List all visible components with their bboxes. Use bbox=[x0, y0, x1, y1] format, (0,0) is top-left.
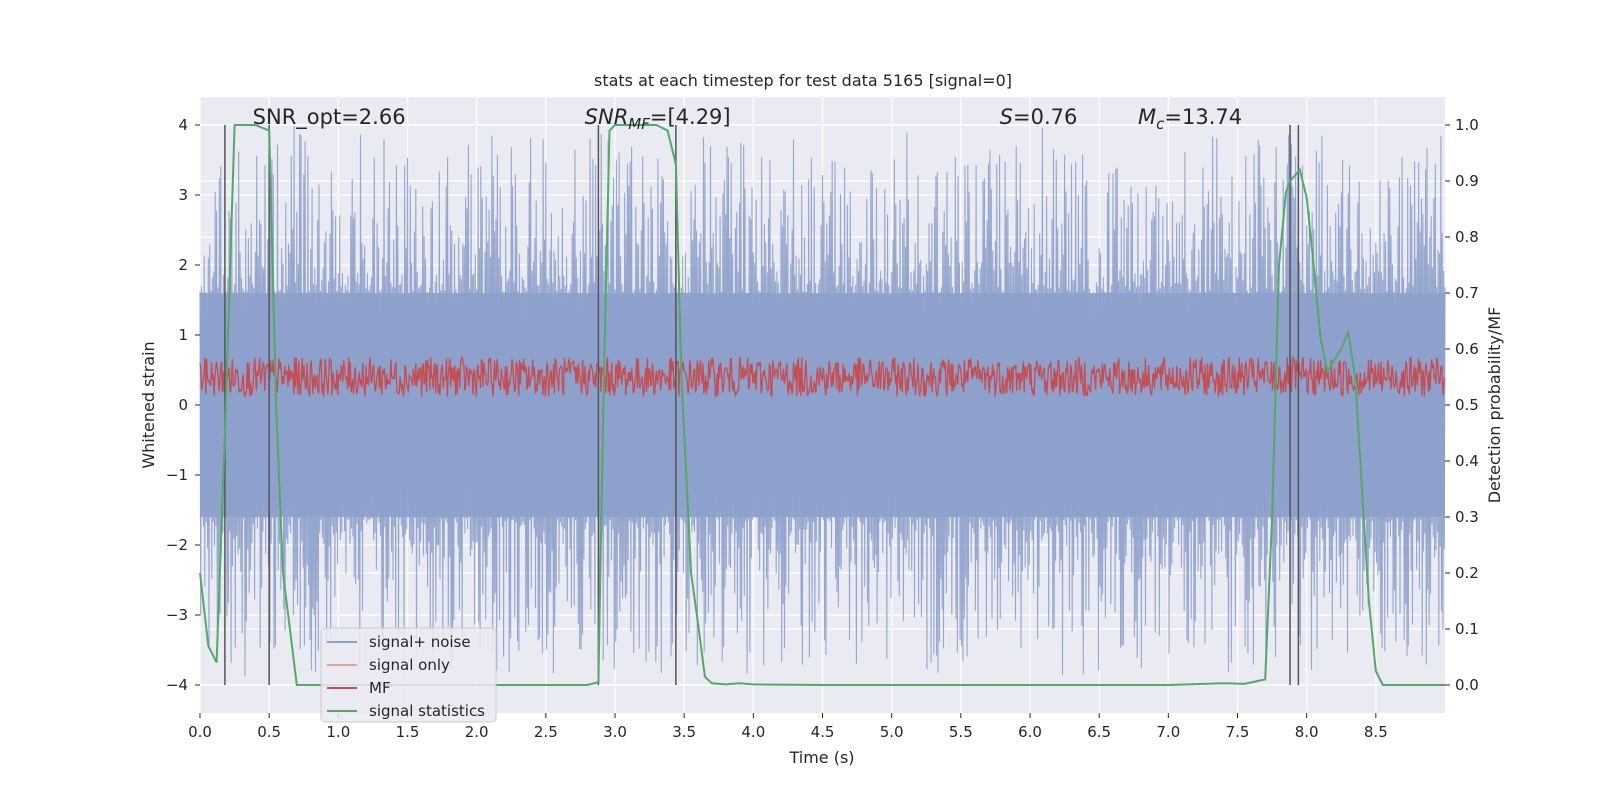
x-tick-label: 0.5 bbox=[257, 723, 281, 741]
x-axis-label: Time (s) bbox=[788, 748, 854, 767]
y-left-tick-label: 4 bbox=[178, 116, 188, 134]
y-right-tick-label: 0.4 bbox=[1455, 452, 1479, 470]
x-tick-label: 3.0 bbox=[603, 723, 627, 741]
y-left-tick-label: 1 bbox=[178, 326, 188, 344]
annotation-text: S bbox=[1000, 105, 1013, 129]
y-left-tick-label: −1 bbox=[166, 466, 188, 484]
annotation-label: S=0.76 bbox=[1000, 105, 1078, 129]
y-right-tick-label: 0.2 bbox=[1455, 564, 1479, 582]
annotation-text: SNR_opt=2.66 bbox=[253, 105, 406, 130]
x-tick-label: 4.5 bbox=[811, 723, 835, 741]
y-left-tick-label: −2 bbox=[166, 536, 188, 554]
mf-series bbox=[199, 355, 1446, 398]
x-tick-label: 7.0 bbox=[1156, 723, 1180, 741]
x-tick-label: 8.5 bbox=[1364, 723, 1388, 741]
y-right-axis-ticks: 1.0 0.9 0.8 0.7 0.6 0.5 0.4 0.3 0.2 0.1 0.0 bbox=[1445, 116, 1479, 694]
y-left-tick-label: −4 bbox=[166, 676, 188, 694]
annotation-value: =[4.29] bbox=[650, 105, 731, 129]
y-right-tick-label: 0.6 bbox=[1455, 340, 1479, 358]
y-right-tick-label: 0.9 bbox=[1455, 172, 1479, 190]
annotations: SNR_opt=2.66 SNRMF=[4.29] S=0.76 Mc=13.74 bbox=[253, 105, 1242, 133]
annotation-text: M bbox=[1138, 105, 1156, 129]
y-right-axis-label: Detection probability/MF bbox=[1485, 307, 1504, 504]
legend-label: signal statistics bbox=[369, 702, 485, 720]
y-right-tick-label: 0.3 bbox=[1455, 508, 1479, 526]
y-left-tick-label: 3 bbox=[178, 186, 188, 204]
y-right-tick-label: 0.1 bbox=[1455, 620, 1479, 638]
x-tick-label: 2.5 bbox=[534, 723, 558, 741]
y-right-tick-label: 0.7 bbox=[1455, 284, 1479, 302]
y-right-tick-label: 0.5 bbox=[1455, 396, 1479, 414]
signal-noise-series bbox=[199, 125, 1446, 677]
legend-box bbox=[320, 627, 497, 723]
annotation-label: Mc=13.74 bbox=[1138, 105, 1242, 133]
x-tick-label: 4.0 bbox=[741, 723, 765, 741]
y-right-tick-label: 0.8 bbox=[1455, 228, 1479, 246]
y-right-tick-label: 1.0 bbox=[1455, 116, 1479, 134]
x-tick-label: 3.5 bbox=[672, 723, 696, 741]
y-left-axis-label: Whitened strain bbox=[139, 341, 158, 468]
signal-noise-line bbox=[199, 125, 1446, 677]
annotation-label: SNR_opt=2.66 bbox=[253, 105, 406, 130]
legend-label: signal only bbox=[369, 656, 450, 674]
signal-statistics-line bbox=[199, 124, 1445, 686]
y-left-tick-label: 0 bbox=[178, 396, 188, 414]
legend-label: signal+ noise bbox=[369, 633, 471, 651]
annotation-value: =0.76 bbox=[1013, 105, 1077, 129]
x-tick-label: 5.5 bbox=[949, 723, 973, 741]
y-right-tick-label: 0.0 bbox=[1455, 676, 1479, 694]
x-tick-label: 1.5 bbox=[396, 723, 420, 741]
annotation-value: =13.74 bbox=[1164, 105, 1242, 129]
x-tick-label: 1.0 bbox=[326, 723, 350, 741]
x-tick-label: 2.0 bbox=[465, 723, 489, 741]
annotation-label: SNRMF=[4.29] bbox=[585, 105, 731, 133]
annotation-subscript: c bbox=[1156, 115, 1165, 133]
x-tick-label: 8.0 bbox=[1295, 723, 1319, 741]
x-axis-ticks: 0.0 0.5 1.0 1.5 2.0 2.5 3.0 3.5 4.0 4.5 5.0 5.5 6.0 6… bbox=[188, 713, 1388, 741]
annotation-text: SNR bbox=[585, 105, 629, 129]
y-left-tick-label: 2 bbox=[178, 256, 188, 274]
chart-title: stats at each timestep for test data 516… bbox=[594, 71, 1012, 90]
x-tick-label: 7.5 bbox=[1226, 723, 1250, 741]
legend: signal+ noise signal only MF signal statist… bbox=[320, 627, 497, 723]
mf-line bbox=[199, 355, 1446, 398]
x-tick-label: 0.0 bbox=[188, 723, 212, 741]
signal-statistics-series bbox=[199, 124, 1446, 686]
x-tick-label: 6.5 bbox=[1087, 723, 1111, 741]
x-tick-label: 5.0 bbox=[880, 723, 904, 741]
legend-label: MF bbox=[369, 679, 391, 697]
x-tick-label: 6.0 bbox=[1018, 723, 1042, 741]
y-left-axis-ticks: 4 3 2 1 0 −1 −2 −3 −4 bbox=[166, 116, 200, 694]
annotation-subscript: MF bbox=[628, 115, 650, 133]
y-left-tick-label: −3 bbox=[166, 606, 188, 624]
